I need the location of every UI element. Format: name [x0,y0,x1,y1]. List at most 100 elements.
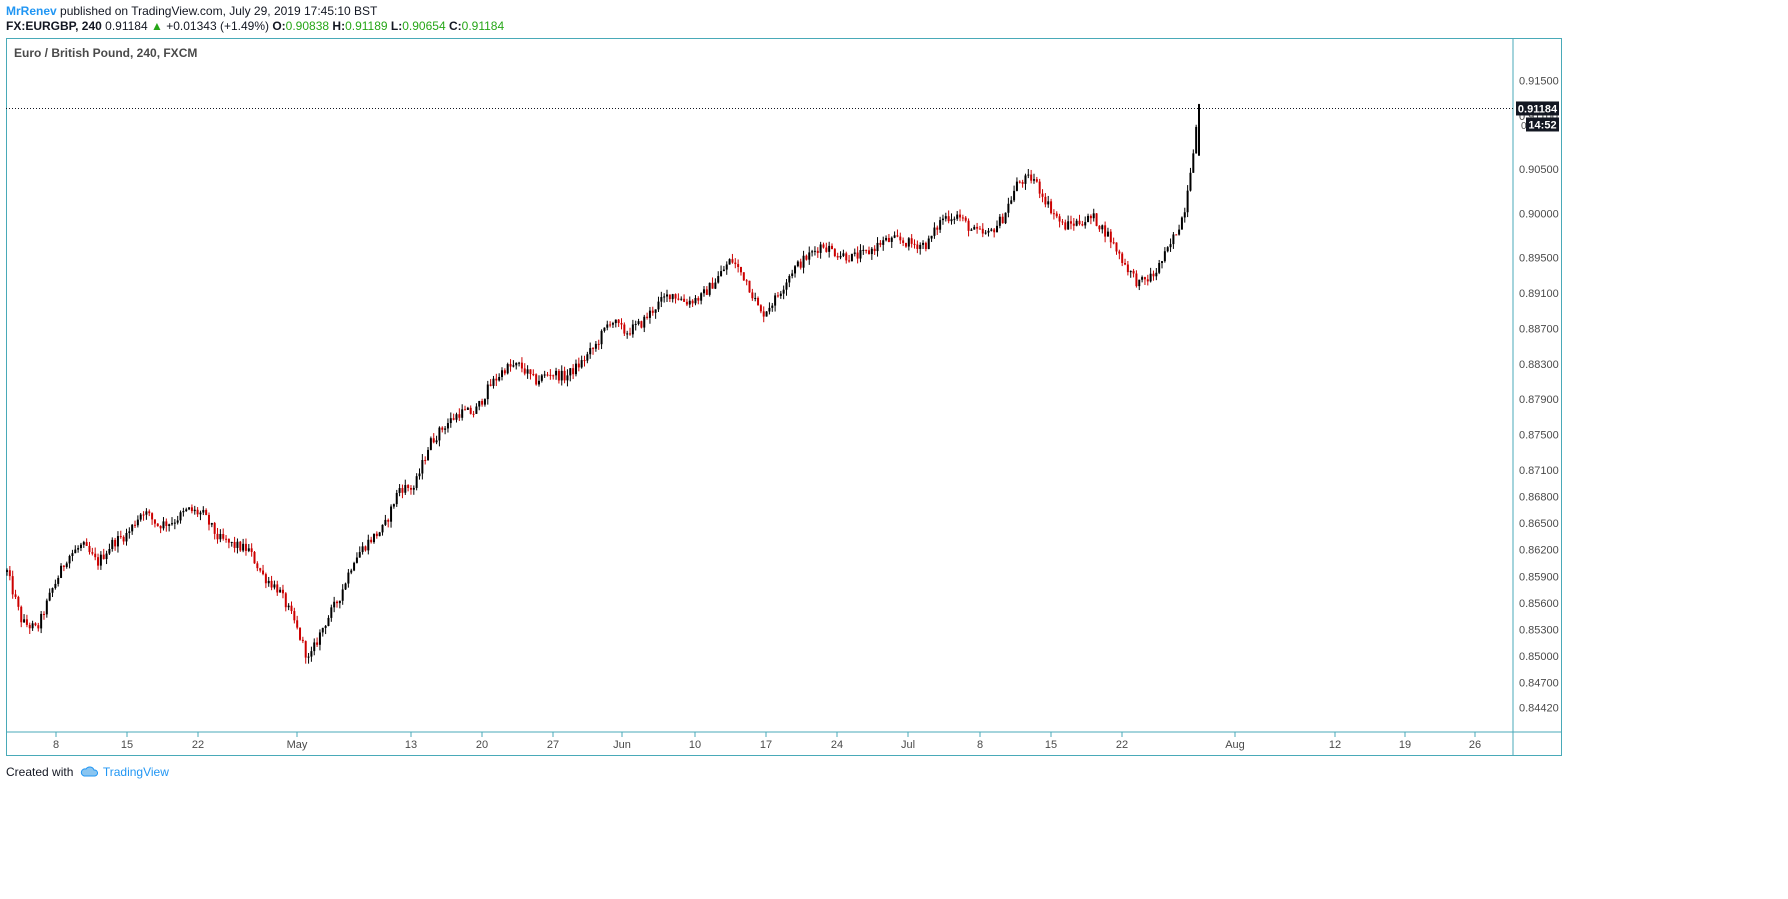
candle-body [964,217,967,221]
candle-body [324,625,327,628]
candle-body [276,584,279,593]
candles-layer [6,103,1200,664]
time-tick-label: 8 [53,739,59,751]
candle-body [279,589,282,593]
candle-body [310,651,313,657]
candle-body [586,354,589,361]
candle-body [307,656,310,658]
candle-body [899,236,902,241]
candle-body [483,399,486,405]
last-price: 0.91184 [105,19,148,33]
time-tick-label: 24 [831,739,843,751]
candle-body [259,568,262,571]
candle-body [435,440,438,443]
candle-body [418,473,421,477]
candle-body [6,570,8,572]
candle-body [384,519,387,525]
price-tick-label: 0.89100 [1519,288,1559,300]
candle-body [492,378,495,386]
candle-body [802,255,805,268]
candle-body [947,216,950,222]
candle-body [1163,251,1166,262]
candle-body [737,264,740,267]
candle-body [1152,273,1155,277]
candle-body [543,374,546,376]
candle-body [833,249,836,257]
candle-body [654,309,657,313]
candle-body [515,362,518,366]
candle-body [17,596,20,607]
candle-body [60,565,63,578]
candle-body [930,235,933,239]
created-with-label: Created with [6,765,74,779]
time-tick-label: 17 [760,739,772,751]
candle-body [748,280,751,293]
candle-body [74,549,77,554]
candle-body [791,273,794,276]
candle-body [1055,213,1058,217]
candle-body [919,244,922,249]
candle-body [694,298,697,304]
candle-body [415,476,418,488]
candle-body [48,592,51,601]
candle-body [1183,212,1186,218]
candle-body [996,225,999,233]
candle-body [57,577,60,584]
candle-body [330,607,333,618]
candle-body [1098,225,1101,230]
candle-body [1112,242,1115,244]
candle-body [1015,181,1018,191]
candle-body [31,623,34,629]
candle-body [816,250,819,253]
candle-body [501,370,504,377]
candle-body [1149,273,1152,282]
candle-body [574,363,577,375]
candle-body [304,641,307,658]
candle-body [125,532,128,542]
candle-body [1038,181,1041,194]
candle-body [432,438,435,443]
time-tick-label: 15 [1045,739,1057,751]
time-tick-label: 26 [1469,739,1481,751]
candle-body [1024,175,1027,184]
candle-body [139,514,142,520]
candle-body [1195,126,1198,154]
tradingview-link[interactable]: TradingView [102,765,169,779]
candle-body [446,423,449,429]
candle-body [1192,153,1195,173]
candle-body [185,509,188,512]
candle-body [452,418,455,420]
candle-body [634,324,637,326]
candle-body [731,259,734,263]
candle-body [668,294,671,300]
candle-body [1007,203,1010,213]
candle-body [779,293,782,296]
time-tick-label: 8 [977,739,983,751]
candle-body [922,242,925,245]
chart-title: Euro / British Pound, 240, FXCM [14,46,198,60]
candle-body [600,330,603,345]
candle-body [353,562,356,571]
candle-body [361,546,364,553]
candle-body [1132,270,1135,274]
chart-frame[interactable] [6,38,1562,756]
candle-body [535,374,538,385]
candle-body [1044,196,1047,205]
candle-body [813,250,816,252]
candle-body [956,214,959,219]
candle-body [321,627,324,633]
candle-body [850,253,853,262]
countdown-badge: 14:52 [1528,119,1556,131]
candle-body [1004,212,1007,224]
candle-body [77,548,80,550]
author-link[interactable]: MrRenev [6,4,57,18]
candle-body [808,252,811,260]
candle-body [913,243,916,245]
price-tick-label: 0.90000 [1519,208,1559,220]
footer: Created with TradingView [6,765,169,780]
candle-body [506,364,509,374]
candle-body [270,580,273,588]
candle-body [700,293,703,301]
candle-body [799,261,802,268]
